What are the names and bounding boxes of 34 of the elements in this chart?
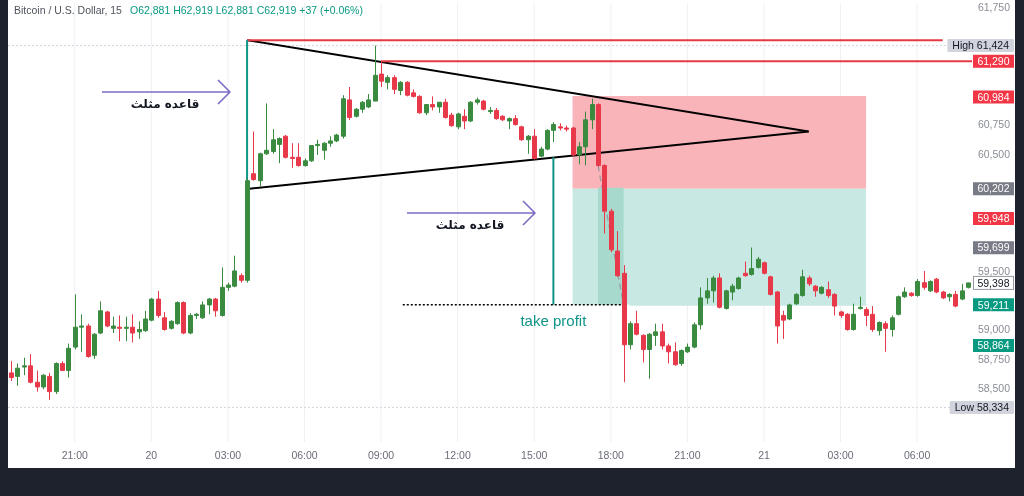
ref-line-label: Low 58,334 — [954, 401, 1010, 414]
ref-line-label: 59,211 — [977, 298, 1010, 311]
y-tick-label: 58,750 — [977, 352, 1011, 365]
chart-title: Bitcoin / U.S. Dollar, 15 — [14, 4, 123, 16]
x-tick-label: 12:00 — [444, 449, 471, 461]
y-tick-label: 59,000 — [977, 323, 1011, 336]
x-tick-label: 21:00 — [674, 449, 701, 461]
y-tick-label: 60,500 — [977, 147, 1011, 160]
x-tick-label: 21:00 — [61, 449, 89, 461]
ref-line-label: 60,984 — [977, 90, 1010, 103]
annotation: 59,398 — [977, 276, 1010, 289]
ref-line-label: 59,948 — [977, 212, 1010, 225]
y-tick-label: 61,750 — [977, 1, 1011, 14]
x-tick-label: 03:00 — [827, 449, 854, 461]
x-tick-label: 15:00 — [521, 449, 548, 461]
x-tick-label: 06:00 — [291, 449, 318, 461]
ref-line-label: 61,290 — [977, 55, 1010, 68]
x-tick-label: 20 — [145, 449, 158, 461]
series-label: take profit — [520, 311, 588, 329]
y-tick-label: 60,750 — [977, 118, 1011, 131]
x-tick-label: 09:00 — [367, 449, 395, 461]
x-tick-label: 03:00 — [214, 449, 242, 461]
x-tick-label: 06:00 — [903, 449, 931, 461]
chart-subtitle: O62,881 H62,919 L62,881 C62,919 +37 (+0.06%) — [129, 4, 363, 16]
ref-line-label: High 61,424 — [952, 39, 1010, 52]
annotation: قاعده مثلث — [435, 218, 505, 232]
ref-line-label: 58,864 — [977, 339, 1010, 352]
ref-line-label: 60,202 — [977, 182, 1010, 195]
annotation: قاعده مثلث — [130, 97, 200, 111]
ref-line-label: 59,699 — [977, 241, 1010, 254]
x-tick-label: 21 — [758, 449, 770, 461]
y-tick-label: 58,500 — [977, 381, 1011, 394]
x-tick-label: 18:00 — [597, 449, 625, 461]
y-tick-label: 59,500 — [977, 264, 1011, 277]
